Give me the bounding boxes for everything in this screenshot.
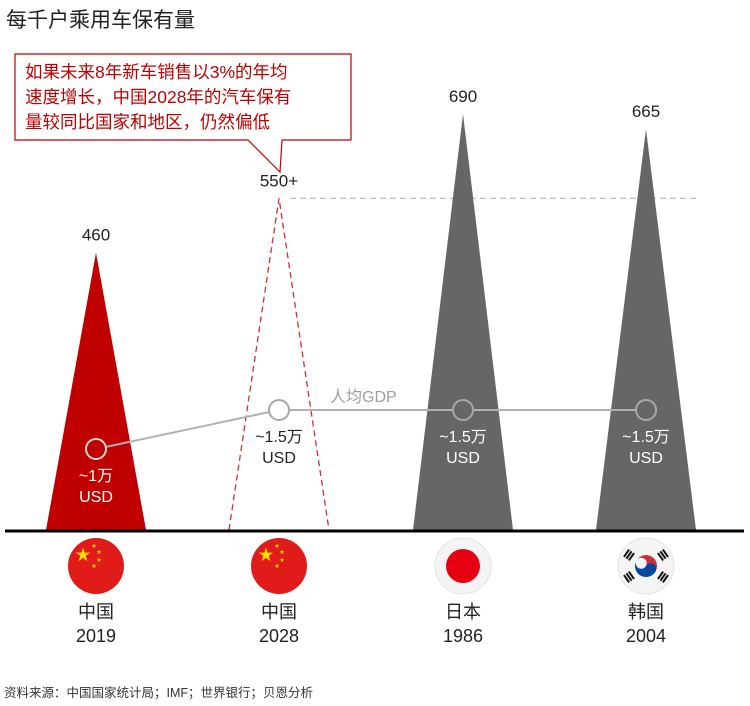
gdp-series-label: 人均GDP (330, 388, 397, 406)
gdp-value-label-3: ~1.5万 (622, 429, 670, 446)
gdp-unit-label-3: USD (629, 450, 663, 467)
gdp-value-label-2: ~1.5万 (439, 429, 487, 446)
category-country-label-1: 中国 (261, 602, 297, 622)
value-label-1: 550+ (260, 171, 298, 190)
category-year-label-2: 1986 (443, 626, 483, 646)
gdp-unit-label-0: USD (79, 489, 113, 506)
triangle-bar-1 (228, 198, 330, 531)
category-year-label-0: 2019 (76, 626, 116, 646)
gdp-value-label-1: ~1.5万 (255, 429, 303, 446)
callout-line-1: 如果未来8年新车销售以3%的年均 (25, 62, 288, 82)
triangle-bar-2 (413, 114, 513, 530)
gdp-line-segment-0 (105, 411, 270, 448)
callout-line-3: 量较同比国家和地区，仍然偏低 (25, 112, 270, 132)
triangle-bar-0 (46, 252, 146, 530)
china-flag-icon (251, 538, 307, 594)
korea-flag-icon (617, 537, 675, 595)
category-year-label-1: 2028 (259, 626, 299, 646)
callout-line-2: 速度增长，中国2028年的汽车保有 (25, 87, 292, 107)
annotation-callout-box (14, 53, 352, 174)
gdp-unit-label-2: USD (446, 450, 480, 467)
value-label-0: 460 (82, 226, 110, 245)
gdp-value-label-0: ~1万 (79, 468, 113, 485)
gdp-marker-0 (85, 438, 107, 460)
triangle-bar-3 (596, 129, 696, 531)
japan-flag-icon (434, 537, 492, 595)
china-flag-icon (68, 538, 124, 594)
category-country-label-2: 日本 (445, 602, 481, 622)
category-country-label-3: 韩国 (628, 602, 664, 622)
gdp-marker-1 (268, 399, 290, 421)
gdp-label-bg (326, 386, 406, 406)
gdp-marker-2 (452, 399, 474, 421)
value-label-3: 665 (632, 102, 660, 121)
gdp-marker-3 (635, 399, 657, 421)
value-label-2: 690 (449, 87, 477, 106)
source-note: 资料来源：中国国家统计局；IMF；世界银行；贝恩分析 (4, 686, 314, 700)
category-year-label-3: 2004 (626, 626, 666, 646)
gdp-unit-label-1: USD (262, 450, 296, 467)
annotation-callout-text: 如果未来8年新车销售以3%的年均 速度增长，中国2028年的汽车保有 量较同比国… (15, 54, 351, 140)
category-country-label-0: 中国 (78, 602, 114, 622)
chart-title: 每千户乘用车保有量 (6, 9, 195, 32)
